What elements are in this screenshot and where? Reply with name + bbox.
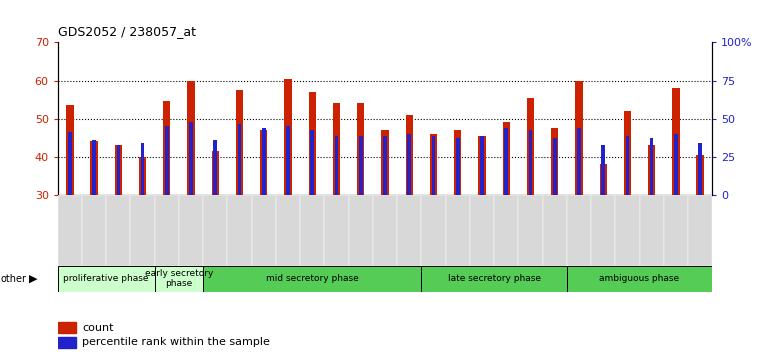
Bar: [349, 195, 373, 266]
Bar: [189, 122, 193, 195]
Bar: [432, 136, 435, 195]
Bar: [446, 195, 470, 266]
Bar: [238, 124, 241, 195]
Bar: [697, 155, 704, 195]
Bar: [373, 195, 397, 266]
Text: GDS2052 / 238057_at: GDS2052 / 238057_at: [58, 25, 196, 38]
Bar: [203, 266, 421, 292]
Bar: [155, 195, 179, 266]
Bar: [625, 136, 629, 195]
Bar: [674, 134, 678, 195]
Bar: [430, 134, 437, 195]
Bar: [527, 98, 534, 195]
Bar: [284, 79, 292, 195]
Text: late secretory phase: late secretory phase: [447, 274, 541, 283]
Bar: [575, 81, 583, 195]
Bar: [227, 195, 252, 266]
Bar: [82, 195, 106, 266]
Bar: [672, 88, 679, 195]
Bar: [130, 195, 155, 266]
Text: ambiguous phase: ambiguous phase: [600, 274, 680, 283]
Bar: [262, 128, 266, 195]
Bar: [300, 195, 324, 266]
Bar: [115, 145, 122, 195]
Bar: [252, 195, 276, 266]
Bar: [187, 81, 195, 195]
Bar: [650, 138, 654, 195]
Bar: [286, 126, 290, 195]
Bar: [553, 138, 557, 195]
Bar: [324, 195, 349, 266]
Bar: [139, 156, 146, 195]
Bar: [163, 102, 170, 195]
Bar: [236, 90, 243, 195]
Bar: [58, 337, 76, 348]
Bar: [91, 141, 98, 195]
Bar: [407, 134, 411, 195]
Bar: [688, 195, 712, 266]
Bar: [383, 136, 387, 195]
Bar: [615, 195, 640, 266]
Bar: [203, 195, 227, 266]
Bar: [141, 143, 145, 195]
Bar: [529, 130, 532, 195]
Bar: [567, 266, 712, 292]
Bar: [66, 105, 73, 195]
Text: other: other: [1, 274, 27, 284]
Bar: [470, 195, 494, 266]
Bar: [116, 145, 120, 195]
Bar: [456, 138, 460, 195]
Bar: [591, 195, 615, 266]
Bar: [359, 136, 363, 195]
Bar: [212, 151, 219, 195]
Bar: [213, 139, 217, 195]
Bar: [543, 195, 567, 266]
Bar: [503, 122, 510, 195]
Bar: [648, 145, 655, 195]
Bar: [165, 126, 169, 195]
Bar: [333, 103, 340, 195]
Text: proliferative phase: proliferative phase: [63, 274, 149, 283]
Bar: [478, 136, 486, 195]
Bar: [68, 132, 72, 195]
Bar: [310, 130, 314, 195]
Bar: [504, 128, 508, 195]
Text: early secretory
phase: early secretory phase: [145, 269, 213, 289]
Bar: [494, 195, 518, 266]
Bar: [624, 111, 631, 195]
Bar: [480, 136, 484, 195]
Bar: [698, 143, 702, 195]
Bar: [664, 195, 688, 266]
Bar: [406, 115, 413, 195]
Bar: [397, 195, 421, 266]
Bar: [601, 145, 605, 195]
Bar: [518, 195, 543, 266]
Text: ▶: ▶: [29, 274, 38, 284]
Bar: [155, 266, 203, 292]
Bar: [58, 266, 155, 292]
Bar: [421, 266, 567, 292]
Bar: [381, 130, 389, 195]
Bar: [58, 195, 82, 266]
Text: count: count: [82, 322, 113, 332]
Bar: [260, 130, 267, 195]
Bar: [567, 195, 591, 266]
Bar: [106, 195, 130, 266]
Bar: [551, 128, 558, 195]
Text: percentile rank within the sample: percentile rank within the sample: [82, 337, 270, 348]
Bar: [640, 195, 664, 266]
Bar: [92, 139, 96, 195]
Bar: [309, 92, 316, 195]
Bar: [276, 195, 300, 266]
Bar: [600, 164, 607, 195]
Bar: [335, 136, 338, 195]
Bar: [421, 195, 446, 266]
Bar: [58, 322, 76, 333]
Text: mid secretory phase: mid secretory phase: [266, 274, 359, 283]
Bar: [179, 195, 203, 266]
Bar: [357, 103, 364, 195]
Bar: [454, 130, 461, 195]
Bar: [577, 128, 581, 195]
